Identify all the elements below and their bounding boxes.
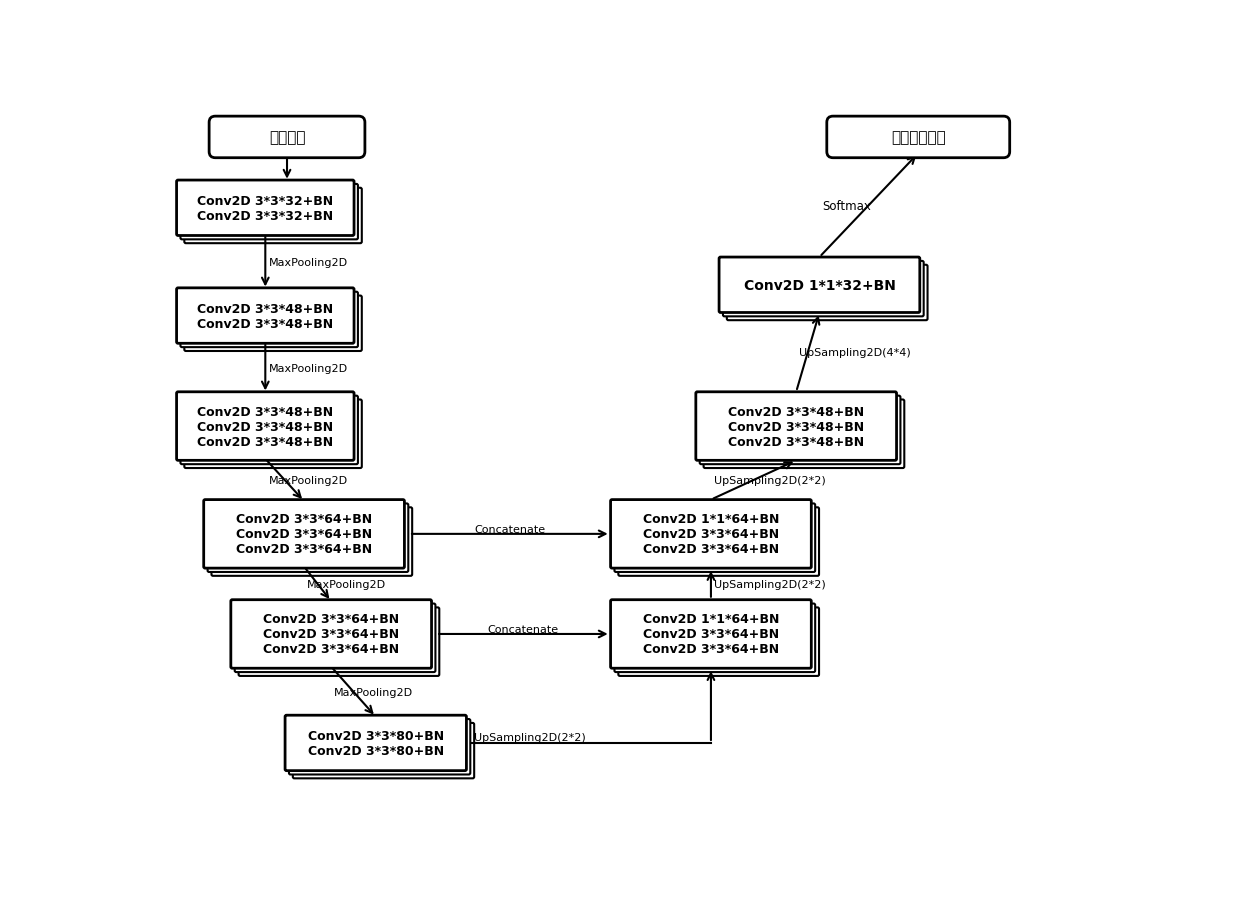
- Text: Conv2D 1*1*64+BN
Conv2D 3*3*64+BN
Conv2D 3*3*64+BN: Conv2D 1*1*64+BN Conv2D 3*3*64+BN Conv2D…: [643, 513, 779, 556]
- FancyBboxPatch shape: [185, 189, 362, 244]
- Text: Concatenate: Concatenate: [488, 625, 559, 635]
- FancyBboxPatch shape: [208, 504, 409, 572]
- FancyBboxPatch shape: [181, 185, 358, 241]
- FancyBboxPatch shape: [615, 504, 815, 572]
- Text: Conv2D 3*3*80+BN
Conv2D 3*3*80+BN: Conv2D 3*3*80+BN Conv2D 3*3*80+BN: [307, 729, 444, 757]
- FancyBboxPatch shape: [618, 608, 819, 676]
- FancyBboxPatch shape: [185, 400, 362, 468]
- Text: Conv2D 3*3*32+BN
Conv2D 3*3*32+BN: Conv2D 3*3*32+BN Conv2D 3*3*32+BN: [197, 195, 333, 222]
- Text: Conv2D 1*1*32+BN: Conv2D 1*1*32+BN: [743, 279, 896, 292]
- Text: MaxPooling2D: MaxPooling2D: [269, 363, 347, 374]
- Text: 输出分割结果: 输出分割结果: [891, 130, 945, 145]
- FancyBboxPatch shape: [611, 600, 812, 669]
- Text: UpSampling2D(4*4): UpSampling2D(4*4): [799, 348, 911, 358]
- Text: UpSampling2D(2*2): UpSampling2D(2*2): [714, 476, 825, 486]
- FancyBboxPatch shape: [230, 600, 431, 669]
- FancyBboxPatch shape: [209, 117, 366, 159]
- FancyBboxPatch shape: [185, 296, 362, 352]
- Text: UpSampling2D(2*2): UpSampling2D(2*2): [475, 732, 586, 742]
- Text: Conv2D 3*3*64+BN
Conv2D 3*3*64+BN
Conv2D 3*3*64+BN: Conv2D 3*3*64+BN Conv2D 3*3*64+BN Conv2D…: [263, 613, 399, 656]
- FancyBboxPatch shape: [177, 289, 354, 344]
- FancyBboxPatch shape: [719, 258, 919, 313]
- FancyBboxPatch shape: [704, 400, 904, 468]
- FancyBboxPatch shape: [203, 500, 404, 568]
- Text: Conv2D 3*3*48+BN
Conv2D 3*3*48+BN
Conv2D 3*3*48+BN: Conv2D 3*3*48+BN Conv2D 3*3*48+BN Conv2D…: [729, 405, 865, 448]
- FancyBboxPatch shape: [234, 604, 435, 672]
- FancyBboxPatch shape: [212, 507, 413, 576]
- Text: MaxPooling2D: MaxPooling2D: [307, 579, 387, 589]
- FancyBboxPatch shape: [722, 261, 924, 317]
- Text: Concatenate: Concatenate: [475, 525, 545, 535]
- Text: MaxPooling2D: MaxPooling2D: [335, 687, 414, 697]
- FancyBboxPatch shape: [177, 393, 354, 461]
- FancyBboxPatch shape: [181, 292, 358, 348]
- Text: Conv2D 3*3*48+BN
Conv2D 3*3*48+BN: Conv2D 3*3*48+BN Conv2D 3*3*48+BN: [197, 302, 333, 330]
- Text: Conv2D 1*1*64+BN
Conv2D 3*3*64+BN
Conv2D 3*3*64+BN: Conv2D 1*1*64+BN Conv2D 3*3*64+BN Conv2D…: [643, 613, 779, 656]
- Text: Conv2D 3*3*64+BN
Conv2D 3*3*64+BN
Conv2D 3*3*64+BN: Conv2D 3*3*64+BN Conv2D 3*3*64+BN Conv2D…: [235, 513, 372, 556]
- FancyBboxPatch shape: [285, 715, 466, 771]
- Text: UpSampling2D(2*2): UpSampling2D(2*2): [714, 579, 825, 589]
- FancyBboxPatch shape: [615, 604, 815, 672]
- FancyBboxPatch shape: [618, 507, 819, 576]
- Text: MaxPooling2D: MaxPooling2D: [269, 258, 347, 267]
- FancyBboxPatch shape: [700, 396, 901, 465]
- FancyBboxPatch shape: [239, 608, 440, 676]
- Text: Softmax: Softmax: [823, 200, 871, 212]
- Text: MaxPooling2D: MaxPooling2D: [269, 476, 347, 486]
- FancyBboxPatch shape: [292, 723, 475, 779]
- FancyBboxPatch shape: [826, 117, 1010, 159]
- FancyBboxPatch shape: [177, 181, 354, 236]
- FancyBboxPatch shape: [727, 265, 928, 321]
- Text: 输入图像: 输入图像: [269, 130, 305, 145]
- FancyBboxPatch shape: [611, 500, 812, 568]
- FancyBboxPatch shape: [696, 393, 897, 461]
- Text: Conv2D 3*3*48+BN
Conv2D 3*3*48+BN
Conv2D 3*3*48+BN: Conv2D 3*3*48+BN Conv2D 3*3*48+BN Conv2D…: [197, 405, 333, 448]
- FancyBboxPatch shape: [289, 720, 471, 774]
- FancyBboxPatch shape: [181, 396, 358, 465]
